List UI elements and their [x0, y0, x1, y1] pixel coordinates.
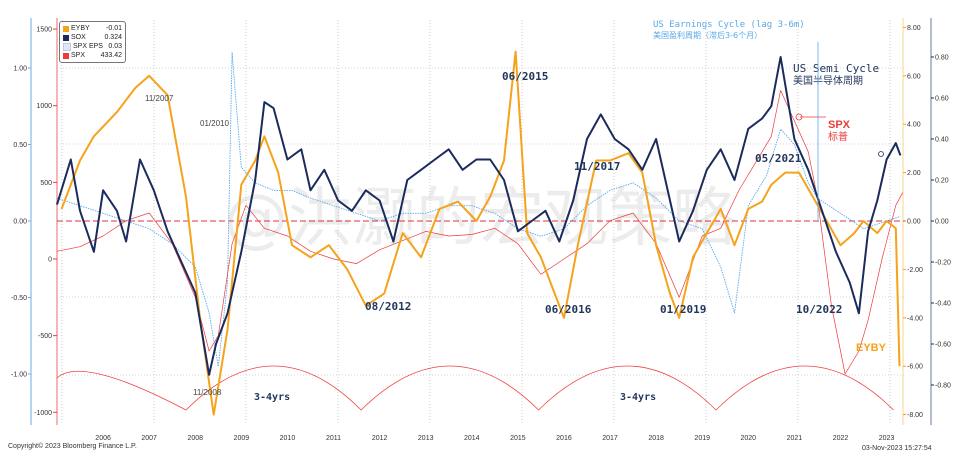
cycle-arches: [56, 365, 894, 411]
eyby-tick-label: 0.00: [907, 219, 921, 226]
legend-value: 433.42: [100, 52, 122, 59]
x-tick-label: 2019: [694, 435, 710, 442]
annotation-eyby: EYBY: [856, 342, 887, 354]
x-tick-label: 2006: [95, 435, 111, 442]
sox-tick-label: 0.00: [935, 219, 949, 226]
annotation-11-2017: 11/2017: [574, 160, 620, 173]
x-tick-label: 2014: [464, 435, 480, 442]
sox-tick-label: 0.40: [935, 137, 949, 144]
annotation-05-2021: 05/2021: [755, 152, 802, 165]
legend-value: -0.01: [106, 25, 122, 32]
annotation-spx: SPX: [828, 119, 851, 131]
sox-last-marker: [878, 151, 884, 157]
x-tick-label: 2009: [234, 435, 250, 442]
x-tick-label: 2022: [833, 435, 849, 442]
eyby-tick-label: -4.00: [907, 315, 923, 322]
eps-tick-label: 0.00: [13, 219, 27, 226]
legend-swatch-eyby: [63, 25, 69, 32]
x-tick-label: 2007: [141, 435, 157, 442]
series-line-spx-eps: [56, 52, 901, 367]
annotation-spx-cn: 标普: [828, 130, 848, 143]
eyby-tick-label: -6.00: [907, 364, 923, 371]
eyby-tick-label: 2.00: [907, 170, 921, 177]
annotation-10-2022: 10/2022: [796, 303, 842, 316]
spx-tick-label: -500: [38, 333, 52, 340]
annotation-semi-cycle: US Semi Cycle: [793, 62, 879, 75]
legend-value: 0.03: [108, 43, 122, 50]
cycle-arch-path: [56, 365, 894, 411]
eyby-tick-label: -2.00: [907, 267, 923, 274]
annotations: 11/2007 01/2010 11/2008 06/2015 08/2012 …: [145, 20, 887, 403]
legend-swatch-spx: [63, 52, 69, 59]
legend-label: SOX: [71, 34, 86, 41]
spx-leader-marker: [795, 113, 803, 121]
eyby-tick-label: 4.00: [907, 122, 921, 129]
legend-label: SPX EPS: [73, 43, 103, 50]
annotation-11-2008: 11/2008: [193, 388, 222, 397]
annotation-cycle-1: 3-4yrs: [254, 392, 290, 403]
eps-tick-label: 1.00: [13, 66, 27, 73]
annotation-01-2019: 01/2019: [660, 303, 706, 316]
x-tick-label: 2017: [602, 435, 618, 442]
sox-tick-label: -0.60: [935, 342, 951, 349]
annotation-01-2010: 01/2010: [200, 119, 229, 128]
x-tick-label: 2008: [187, 435, 203, 442]
x-tick-label: 2020: [741, 435, 757, 442]
series-line-eyby: [60, 50, 901, 416]
x-tick-label: 2013: [418, 435, 434, 442]
eyby-tick-label: 6.00: [907, 73, 921, 80]
legend-swatch-sox: [63, 34, 69, 41]
eyby-tick-label: 8.00: [907, 25, 921, 32]
x-tick-label: 2023: [879, 435, 895, 442]
sox-tick-label: 0.80: [935, 55, 949, 62]
x-tick-label: 2018: [648, 435, 664, 442]
timestamp: 03-Nov-2023 15:27:54: [862, 445, 932, 452]
legend-item: SOX 0.324: [63, 33, 122, 42]
x-tick-label: 2016: [556, 435, 572, 442]
spx-tick-label: 1000: [36, 103, 52, 110]
spx-tick-label: 500: [40, 180, 52, 187]
legend-label: SPX: [71, 52, 86, 59]
legend-label: EYBY: [71, 25, 90, 32]
annotation-06-2016: 06/2016: [545, 303, 592, 316]
series-line-spx: [56, 90, 904, 375]
sox-tick-label: 0.20: [935, 178, 949, 185]
x-tick-label: 2012: [372, 435, 388, 442]
spx-tick-label: 1500: [36, 27, 52, 34]
eyby-tick-label: -8.00: [907, 412, 923, 419]
sox-tick-label: -0.20: [935, 260, 951, 267]
legend-swatch-spx-eps: [63, 42, 71, 51]
x-tick-label: 2015: [510, 435, 526, 442]
series-line-sox: [56, 56, 902, 376]
legend-item: SPX 433.42: [63, 51, 122, 60]
sox-tick-label: -0.40: [935, 301, 951, 308]
eps-tick-label: 0.50: [13, 142, 27, 149]
annotation-earnings-cycle-cn: 美国盈利周期（滞后3-6个月）: [653, 30, 762, 40]
annotation-cycle-2: 3-4yrs: [620, 392, 656, 403]
x-tick-label: 2010: [280, 435, 296, 442]
annotation-11-2007: 11/2007: [145, 94, 174, 103]
copyright: Copyright© 2023 Bloomberg Finance L.P.: [8, 443, 137, 450]
eps-tick-label: -1.00: [11, 372, 27, 379]
sox-tick-label: 0.60: [935, 96, 949, 103]
legend-value: 0.324: [104, 34, 122, 41]
eps-tick-label: -0.50: [11, 295, 27, 302]
annotation-06-2015: 06/2015: [502, 70, 548, 83]
annotation-earnings-cycle: US Earnings Cycle (lag 3-6m): [653, 20, 805, 30]
legend-item: SPX EPS 0.03: [63, 42, 122, 51]
spx-tick-label: 0: [48, 257, 52, 264]
sox-tick-label: -0.80: [935, 383, 951, 390]
spx-tick-label: -1000: [34, 410, 52, 417]
x-tick-label: 2021: [787, 435, 803, 442]
annotation-08-2012: 08/2012: [365, 300, 411, 313]
series-group: [56, 50, 904, 416]
x-tick-label: 2011: [326, 435, 341, 442]
annotation-semi-cycle-cn: 美国半导体周期: [793, 74, 863, 87]
legend-item: EYBY -0.01: [63, 24, 122, 33]
legend: EYBY -0.01 SOX 0.324 SPX EPS 0.03 SPX 43…: [59, 21, 126, 63]
